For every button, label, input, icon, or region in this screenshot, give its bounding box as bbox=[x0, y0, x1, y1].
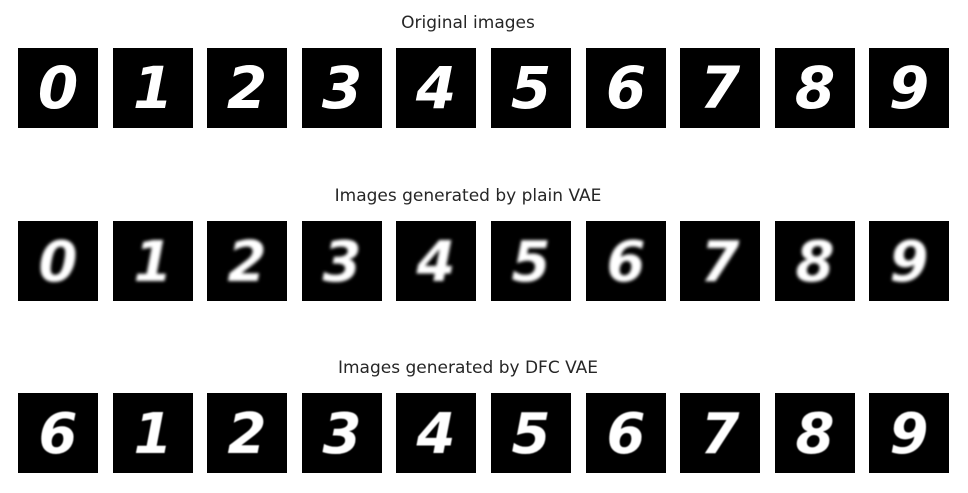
digit-label: 6 bbox=[39, 402, 78, 467]
digit-glyph-svg: 3 bbox=[323, 230, 362, 295]
digit-image-plain-0: 0 bbox=[18, 221, 98, 301]
digit-label: 4 bbox=[415, 54, 456, 122]
digit-label: 3 bbox=[322, 54, 362, 122]
digit-image-plain-8: 8 bbox=[775, 221, 855, 301]
digit-label: 4 bbox=[416, 402, 456, 467]
digit-glyph-svg: 4 bbox=[416, 402, 456, 467]
digit-glyph-svg: 7 bbox=[701, 402, 740, 467]
digit-label: 0 bbox=[39, 230, 78, 295]
digit-label: 1 bbox=[134, 230, 173, 295]
digit-image-plain-5: 5 bbox=[491, 221, 571, 301]
digit-label: 6 bbox=[607, 230, 646, 295]
digit-label: 7 bbox=[700, 54, 741, 122]
digit-label: 9 bbox=[890, 402, 929, 467]
digit-image-original-0: 0 bbox=[18, 48, 98, 128]
digit-image-original-8: 8 bbox=[775, 48, 855, 128]
row-title-plain-vae: Images generated by plain VAE bbox=[334, 186, 602, 206]
digit-label: 5 bbox=[512, 402, 551, 467]
digit-label: 1 bbox=[134, 402, 173, 467]
digit-glyph-svg: 0 bbox=[39, 230, 78, 295]
digit-glyph-svg: 5 bbox=[511, 54, 551, 122]
digit-glyph-svg: 3 bbox=[322, 54, 362, 122]
digit-label: 8 bbox=[796, 402, 835, 467]
digit-label: 2 bbox=[228, 230, 267, 295]
digit-glyph-svg: 1 bbox=[134, 230, 173, 295]
digit-glyph-svg: 3 bbox=[323, 402, 362, 467]
digit-label: 3 bbox=[323, 402, 362, 467]
digit-glyph-svg: 7 bbox=[701, 230, 740, 295]
row-title-original: Original images bbox=[401, 13, 535, 33]
digit-image-dfc-0: 6 bbox=[18, 393, 98, 473]
digit-glyph-svg: 6 bbox=[39, 402, 78, 467]
digit-label: 6 bbox=[606, 54, 646, 122]
digit-label: 9 bbox=[890, 230, 929, 295]
row-title-dfc-vae: Images generated by DFC VAE bbox=[337, 358, 599, 378]
digit-glyph-svg: 6 bbox=[607, 230, 646, 295]
digit-glyph-svg: 9 bbox=[890, 402, 929, 467]
digit-image-original-6: 6 bbox=[586, 48, 666, 128]
digit-image-dfc-8: 8 bbox=[775, 393, 855, 473]
digit-image-dfc-5: 5 bbox=[491, 393, 571, 473]
digit-image-dfc-9: 9 bbox=[869, 393, 949, 473]
digit-image-dfc-7: 7 bbox=[680, 393, 760, 473]
digit-image-original-3: 3 bbox=[302, 48, 382, 128]
digit-label: 3 bbox=[323, 230, 362, 295]
digit-glyph-svg: 4 bbox=[415, 54, 456, 122]
digit-glyph-svg: 8 bbox=[796, 402, 835, 467]
digit-glyph-svg: 2 bbox=[228, 402, 267, 467]
digit-label: 2 bbox=[227, 54, 267, 122]
digit-image-dfc-3: 3 bbox=[302, 393, 382, 473]
digit-image-original-9: 9 bbox=[869, 48, 949, 128]
digit-glyph-svg: 8 bbox=[795, 54, 835, 122]
digit-image-original-1: 1 bbox=[113, 48, 193, 128]
digit-glyph-svg: 9 bbox=[890, 230, 929, 295]
digit-label: 4 bbox=[416, 230, 456, 295]
digit-label: 8 bbox=[795, 54, 835, 122]
digit-label: 7 bbox=[701, 230, 740, 295]
digit-label: 9 bbox=[889, 54, 929, 122]
digit-image-dfc-1: 1 bbox=[113, 393, 193, 473]
digit-image-plain-2: 2 bbox=[207, 221, 287, 301]
digit-label: 0 bbox=[38, 54, 78, 122]
digit-label: 7 bbox=[701, 402, 740, 467]
digit-label: 5 bbox=[512, 230, 551, 295]
digit-glyph-svg: 4 bbox=[416, 230, 456, 295]
digit-glyph-svg: 1 bbox=[134, 402, 173, 467]
digit-image-plain-7: 7 bbox=[680, 221, 760, 301]
digit-image-original-5: 5 bbox=[491, 48, 571, 128]
digit-glyph-svg: 0 bbox=[38, 54, 78, 122]
digit-glyph-svg: 5 bbox=[512, 230, 551, 295]
digit-label: 6 bbox=[607, 402, 646, 467]
digit-label: 8 bbox=[796, 230, 835, 295]
digit-label: 1 bbox=[133, 54, 173, 122]
digit-glyph-svg: 6 bbox=[606, 54, 646, 122]
digit-glyph-svg: 1 bbox=[133, 54, 173, 122]
digit-image-plain-4: 4 bbox=[396, 221, 476, 301]
digit-label: 5 bbox=[511, 54, 551, 122]
digit-image-original-2: 2 bbox=[207, 48, 287, 128]
digit-glyph-svg: 8 bbox=[796, 230, 835, 295]
digit-image-dfc-6: 6 bbox=[586, 393, 666, 473]
digit-image-plain-6: 6 bbox=[586, 221, 666, 301]
digit-glyph-svg: 7 bbox=[700, 54, 741, 122]
digit-label: 2 bbox=[228, 402, 267, 467]
digit-glyph-svg: 6 bbox=[607, 402, 646, 467]
digit-image-dfc-4: 4 bbox=[396, 393, 476, 473]
digit-glyph-svg: 5 bbox=[512, 402, 551, 467]
digit-image-dfc-2: 2 bbox=[207, 393, 287, 473]
digit-glyph-svg: 2 bbox=[228, 230, 267, 295]
digit-image-plain-9: 9 bbox=[869, 221, 949, 301]
digit-image-plain-1: 1 bbox=[113, 221, 193, 301]
digit-image-plain-3: 3 bbox=[302, 221, 382, 301]
digit-glyph-svg: 2 bbox=[227, 54, 267, 122]
digit-glyph-svg: 9 bbox=[889, 54, 929, 122]
digit-image-original-7: 7 bbox=[680, 48, 760, 128]
digit-image-original-4: 4 bbox=[396, 48, 476, 128]
